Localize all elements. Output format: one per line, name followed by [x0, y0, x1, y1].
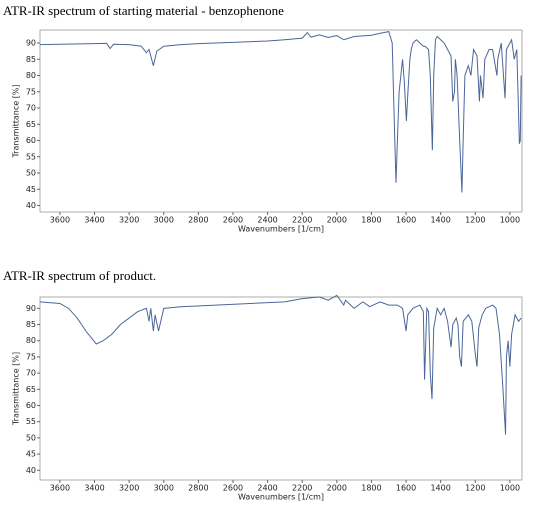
y-tick-label: 60 — [26, 136, 36, 145]
y-tick-label: 90 — [26, 304, 36, 313]
y-tick-label: 50 — [26, 433, 36, 442]
chart-title: ATR-IR spectrum of starting material - b… — [3, 3, 284, 18]
x-axis-label: Wavenumbers [1/cm] — [238, 225, 324, 234]
x-tick-label: 1600 — [396, 216, 416, 225]
y-axis-label: Transmittance [%] — [12, 352, 21, 426]
x-tick-label: 3000 — [154, 484, 174, 493]
x-tick-label: 1000 — [500, 216, 520, 225]
x-tick-label: 1400 — [430, 484, 450, 493]
x-tick-label: 1800 — [361, 216, 381, 225]
y-tick-label: 55 — [26, 417, 36, 426]
x-tick-label: 2000 — [327, 216, 347, 225]
x-tick-label: 1800 — [361, 484, 381, 493]
x-tick-label: 2000 — [327, 484, 347, 493]
y-tick-label: 85 — [26, 55, 36, 64]
y-tick-label: 85 — [26, 320, 36, 329]
x-tick-label: 2800 — [188, 216, 208, 225]
y-tick-label: 90 — [26, 39, 36, 48]
y-tick-label: 40 — [26, 201, 36, 210]
y-tick-label: 70 — [26, 369, 36, 378]
spectrum-line — [39, 294, 522, 435]
x-tick-label: 1400 — [430, 216, 450, 225]
x-tick-label: 1200 — [465, 216, 485, 225]
x-tick-label: 3600 — [50, 484, 70, 493]
y-tick-label: 65 — [26, 385, 36, 394]
x-tick-label: 1600 — [396, 484, 416, 493]
chart-title: ATR-IR spectrum of product. — [3, 268, 156, 283]
y-tick-label: 40 — [26, 466, 36, 475]
y-tick-label: 45 — [26, 450, 36, 459]
y-tick-label: 65 — [26, 120, 36, 129]
y-tick-label: 50 — [26, 169, 36, 178]
y-tick-label: 75 — [26, 352, 36, 361]
x-tick-label: 3400 — [84, 216, 104, 225]
y-tick-label: 70 — [26, 104, 36, 113]
x-tick-label: 2400 — [257, 216, 277, 225]
plot-frame — [39, 296, 523, 481]
x-tick-label: 2800 — [188, 484, 208, 493]
x-tick-label: 3200 — [119, 484, 139, 493]
x-axis-label: Wavenumbers [1/cm] — [238, 493, 324, 502]
x-tick-label: 3400 — [84, 484, 104, 493]
x-tick-label: 2200 — [292, 216, 312, 225]
x-tick-label: 2200 — [292, 484, 312, 493]
spectrum-line — [39, 31, 522, 193]
y-tick-label: 80 — [26, 71, 36, 80]
x-tick-label: 1000 — [500, 484, 520, 493]
x-tick-label: 2400 — [257, 484, 277, 493]
x-tick-label: 2600 — [223, 216, 243, 225]
y-axis-label: Transmittance [%] — [12, 84, 21, 158]
x-tick-label: 2600 — [223, 484, 243, 493]
plot-frame — [39, 29, 523, 213]
x-tick-label: 1200 — [465, 484, 485, 493]
y-tick-label: 80 — [26, 336, 36, 345]
x-tick-label: 3200 — [119, 216, 139, 225]
y-tick-label: 60 — [26, 401, 36, 410]
x-tick-label: 3600 — [50, 216, 70, 225]
y-tick-label: 55 — [26, 152, 36, 161]
x-tick-label: 3000 — [154, 216, 174, 225]
y-tick-label: 75 — [26, 87, 36, 96]
y-tick-label: 45 — [26, 185, 36, 194]
